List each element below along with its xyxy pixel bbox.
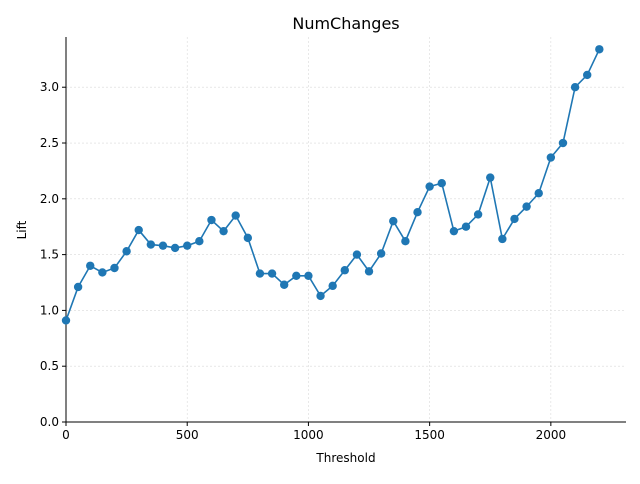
- data-point: [498, 234, 507, 244]
- data-point: [352, 250, 362, 259]
- y-tick-label: 2.0: [40, 192, 59, 206]
- data-point: [461, 222, 471, 231]
- x-tick-label: 0: [62, 428, 70, 442]
- data-point: [558, 138, 568, 148]
- axes: [65, 37, 626, 423]
- y-tick-label: 0.0: [40, 415, 59, 429]
- y-tick-label: 2.5: [40, 136, 59, 150]
- x-tick-label: 2000: [536, 428, 567, 442]
- data-point: [207, 215, 216, 225]
- data-point: [437, 178, 446, 188]
- data-point: [413, 208, 422, 217]
- data-point: [376, 249, 386, 258]
- data-point: [534, 189, 543, 198]
- data-point: [110, 263, 119, 273]
- data-point: [183, 241, 192, 250]
- data-point: [389, 216, 398, 226]
- y-tick-label: 1.5: [40, 248, 59, 262]
- data-point: [340, 266, 349, 275]
- data-point: [328, 281, 337, 291]
- data-point: [98, 268, 107, 277]
- data-point: [304, 271, 313, 281]
- data-point: [364, 267, 374, 276]
- data-point: [219, 226, 228, 236]
- data-point: [195, 237, 204, 246]
- x-axis-label: Threshold: [315, 451, 375, 465]
- data-point: [522, 202, 531, 211]
- data-point: [449, 226, 459, 236]
- series: [61, 45, 604, 325]
- data-point: [473, 210, 483, 219]
- data-point: [134, 225, 143, 235]
- data-point: [255, 269, 265, 278]
- data-point: [510, 214, 519, 224]
- data-point: [73, 282, 83, 292]
- data-point: [425, 182, 434, 191]
- data-point: [595, 45, 604, 54]
- ticks: 0 500 1000 1500 2000 0.0 0.5 1.0 1.5 2.0 2.5 3.0: [40, 80, 566, 442]
- y-tick-label: 1.0: [40, 303, 59, 317]
- series-line: [65, 48, 601, 321]
- data-point: [170, 243, 180, 253]
- data-point: [401, 237, 410, 246]
- x-tick-label: 1000: [293, 428, 324, 442]
- grid: [65, 37, 626, 423]
- data-point: [316, 291, 325, 301]
- data-point: [243, 233, 253, 243]
- chart-title: NumChanges: [292, 14, 399, 33]
- data-point: [122, 247, 131, 256]
- data-point: [292, 271, 301, 281]
- y-axis-label: Lift: [15, 220, 29, 239]
- data-point: [279, 280, 289, 289]
- data-point: [86, 261, 95, 270]
- data-point: [570, 83, 580, 92]
- data-point: [146, 240, 156, 249]
- x-tick-label: 1500: [414, 428, 445, 442]
- data-point: [546, 153, 556, 162]
- data-point: [486, 173, 495, 182]
- y-tick-label: 3.0: [40, 80, 59, 94]
- data-point: [583, 70, 592, 80]
- y-tick-label: 0.5: [40, 359, 59, 373]
- x-tick-label: 500: [176, 428, 199, 442]
- data-point: [158, 241, 168, 250]
- data-point: [267, 269, 277, 278]
- data-point: [61, 316, 71, 325]
- data-point: [231, 211, 240, 220]
